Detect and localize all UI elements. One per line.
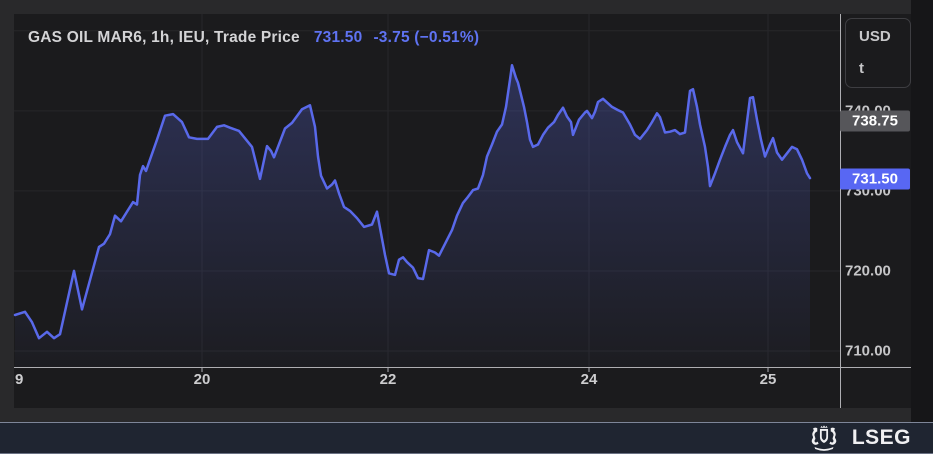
x-axis-label: 9 bbox=[15, 371, 24, 388]
price-unit-box: USD t bbox=[845, 18, 911, 88]
legend-change: -3.75 (−0.51%) bbox=[373, 29, 480, 46]
x-axis-label: 25 bbox=[759, 371, 777, 388]
right-margin-strip bbox=[911, 0, 933, 422]
x-axis-label: 22 bbox=[379, 371, 397, 388]
price-chart-canvas[interactable] bbox=[0, 0, 933, 422]
area-fill bbox=[15, 65, 810, 367]
reference-price-badge: 738.75 bbox=[840, 110, 910, 132]
x-axis-label: 24 bbox=[580, 371, 598, 388]
y-axis-label: 710.00 bbox=[845, 342, 891, 360]
unit-currency-label: USD bbox=[859, 28, 891, 45]
unit-tonne-label: t bbox=[859, 60, 864, 77]
legend-last-price: 731.50 bbox=[313, 29, 363, 46]
lseg-logo: LSEG bbox=[806, 424, 911, 452]
footer-bar: LSEG bbox=[0, 422, 933, 454]
chart-legend: GAS OIL MAR6, 1h, IEU, Trade Price 731.5… bbox=[28, 27, 479, 49]
price-line bbox=[13, 63, 812, 340]
y-axis-label: 720.00 bbox=[845, 262, 891, 280]
instrument-title: GAS OIL MAR6, 1h, IEU, Trade Price bbox=[28, 29, 300, 46]
last-price-badge: 731.50 bbox=[840, 168, 910, 190]
lseg-wordmark: LSEG bbox=[851, 426, 911, 449]
x-axis-label: 20 bbox=[193, 371, 211, 388]
lseg-crest-icon bbox=[811, 424, 837, 451]
